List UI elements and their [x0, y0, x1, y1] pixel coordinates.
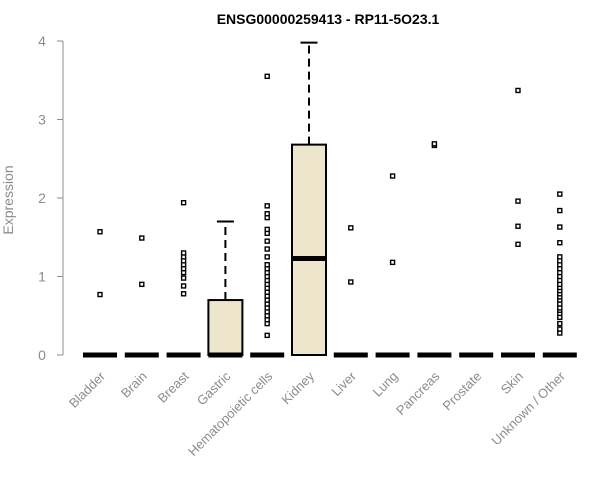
outlier-4-23	[264, 210, 270, 217]
box-8	[417, 141, 452, 358]
box-4	[250, 73, 285, 358]
outlier-11-2	[557, 320, 563, 327]
y-tick-label-1: 1	[38, 269, 46, 285]
y-tick-label-3: 3	[38, 112, 46, 128]
box-1	[124, 235, 159, 358]
outlier-11-1	[557, 326, 563, 332]
box-5	[291, 41, 327, 356]
outlier-2-9	[180, 200, 187, 206]
y-tick-label-4: 4	[38, 33, 46, 49]
outlier-4-0	[264, 332, 270, 339]
outlier-1-1	[139, 235, 145, 241]
outlier-0-0	[97, 291, 103, 298]
outlier-7-0	[389, 259, 396, 266]
outlier-4-21	[264, 226, 270, 233]
outlier-4-18	[264, 246, 270, 252]
outlier-2-1	[180, 283, 187, 289]
box-2	[166, 200, 201, 358]
x-tick-label-9: Prostate	[439, 369, 484, 414]
box-3	[207, 220, 244, 358]
x-tick-label-2: Breast	[155, 368, 192, 405]
outlier-1-0	[139, 281, 145, 288]
x-tick-label-7: Lung	[370, 369, 401, 400]
x-tick-label-8: Pancreas	[393, 368, 443, 418]
outlier-10-3	[515, 87, 521, 94]
y-axis-label: Expression	[0, 165, 16, 234]
x-tick-label-6: Liver	[328, 368, 359, 399]
chart-title: ENSG00000259413 - RP11-5O23.1	[217, 11, 440, 27]
outlier-4-24	[264, 203, 270, 209]
x-tick-label-11: Unknown / Other	[488, 368, 568, 448]
box-6	[333, 225, 368, 358]
box-0	[83, 229, 117, 358]
x-tick-label-0: Bladder	[66, 368, 109, 411]
box-body-5	[291, 143, 327, 356]
outlier-10-0	[515, 241, 521, 248]
box-7	[375, 173, 410, 358]
outlier-11-20	[557, 254, 563, 260]
x-tick-label-1: Brain	[118, 369, 150, 401]
boxes-group	[83, 41, 577, 358]
x-tick-label-3: Gastric	[194, 368, 234, 408]
y-tick-label-0: 0	[38, 347, 46, 363]
outlier-11-24	[557, 191, 563, 197]
x-tick-label-10: Skin	[498, 369, 526, 397]
outlier-10-2	[515, 198, 521, 204]
outlier-11-22	[557, 224, 563, 230]
outlier-8-1	[431, 141, 438, 147]
outlier-2-8	[180, 250, 187, 256]
outlier-6-1	[348, 225, 354, 231]
outlier-2-2	[180, 275, 187, 281]
outlier-4-25	[264, 73, 270, 80]
outlier-4-16	[264, 262, 270, 268]
outlier-4-19	[264, 238, 270, 244]
outlier-11-21	[557, 240, 563, 246]
outlier-4-17	[264, 254, 270, 260]
box-11	[542, 191, 577, 358]
outlier-10-1	[515, 223, 521, 229]
outlier-2-0	[180, 291, 187, 297]
outlier-6-0	[348, 279, 354, 285]
y-tick-label-2: 2	[38, 190, 46, 206]
outlier-11-23	[557, 207, 563, 214]
outlier-0-1	[97, 229, 103, 235]
x-tick-label-5: Kidney	[278, 368, 317, 407]
box-10	[501, 87, 535, 358]
box-body-3	[207, 299, 244, 356]
y-axis: 0 1 2 3 4	[38, 33, 64, 363]
outlier-7-1	[389, 173, 396, 179]
